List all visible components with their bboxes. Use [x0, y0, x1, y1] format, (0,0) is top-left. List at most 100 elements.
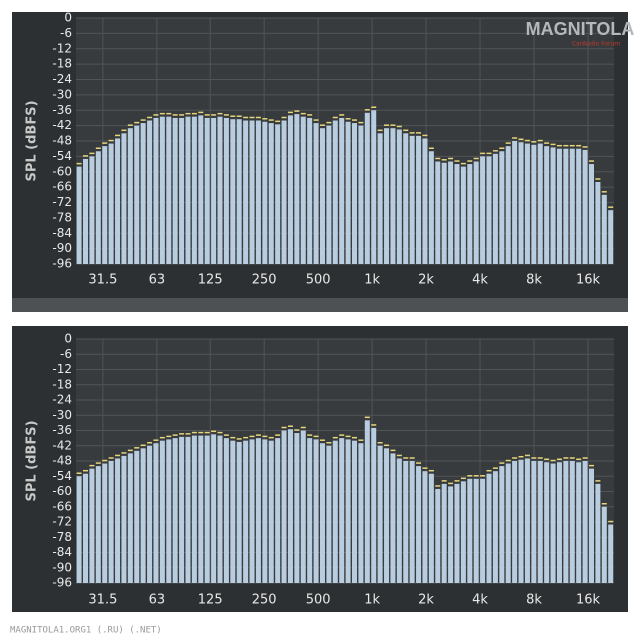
bar — [480, 156, 486, 264]
y-tick-label: -36 — [52, 103, 72, 117]
bar — [448, 486, 454, 583]
y-tick-label: -18 — [52, 377, 72, 391]
bar — [505, 146, 511, 264]
x-tick-label: 2k — [418, 273, 434, 288]
y-tick-label: -30 — [52, 87, 72, 101]
bar — [191, 435, 197, 583]
bar — [409, 461, 415, 583]
bar — [601, 194, 607, 264]
bar — [287, 429, 293, 583]
bar — [396, 129, 402, 264]
x-tick-label: 4k — [472, 273, 488, 288]
bar — [115, 458, 121, 583]
x-tick-label: 4k — [472, 593, 488, 608]
bar — [345, 121, 351, 264]
bar — [384, 448, 390, 583]
bar — [185, 116, 191, 264]
bar — [217, 435, 223, 583]
bar — [332, 120, 338, 264]
y-tick-label: -12 — [52, 362, 72, 376]
bar — [223, 438, 229, 583]
x-tick-label: 125 — [198, 273, 223, 288]
y-tick-label: -78 — [52, 210, 72, 224]
bar — [102, 463, 108, 583]
y-tick-label: -54 — [52, 469, 72, 483]
bar — [268, 440, 274, 583]
bar — [262, 439, 268, 583]
bar — [531, 144, 537, 264]
watermark: MAGNITOLA1.ORG1 (.RU) (.NET) — [10, 626, 162, 636]
y-tick-label: -84 — [52, 226, 72, 240]
bar — [492, 471, 498, 583]
bar — [262, 121, 268, 264]
bar — [89, 156, 95, 264]
y-tick-label: -24 — [52, 393, 72, 407]
bar — [140, 123, 146, 264]
bar — [236, 119, 242, 264]
bar — [576, 462, 582, 583]
bar — [255, 120, 261, 264]
y-tick-label: -96 — [52, 257, 72, 271]
bar — [428, 151, 434, 264]
bar — [499, 466, 505, 583]
bar — [518, 142, 524, 264]
bar — [352, 123, 358, 264]
bar — [454, 164, 460, 264]
bar — [339, 438, 345, 583]
bar — [473, 478, 479, 583]
y-tick-label: 0 — [64, 332, 72, 346]
bar — [326, 445, 332, 583]
bar — [313, 439, 319, 583]
bar — [358, 125, 364, 264]
bar — [352, 440, 358, 583]
x-tick-label: 1k — [364, 593, 380, 608]
x-tick-label: 2k — [418, 593, 434, 608]
bar — [326, 125, 332, 264]
y-tick-label: -90 — [52, 241, 72, 255]
y-tick-label: -6 — [60, 347, 72, 361]
bar — [460, 481, 466, 583]
bar — [159, 440, 165, 583]
bar — [89, 468, 95, 583]
bar — [204, 117, 210, 264]
bar — [435, 161, 441, 264]
bar — [512, 141, 518, 264]
bar — [204, 435, 210, 583]
bar — [563, 148, 569, 264]
bar — [569, 461, 575, 583]
bar — [556, 462, 562, 583]
bar — [319, 128, 325, 264]
bar — [191, 116, 197, 264]
bar — [172, 438, 178, 583]
y-tick-label: -90 — [52, 560, 72, 574]
bar — [486, 473, 492, 583]
bar — [345, 439, 351, 583]
bar — [275, 438, 281, 583]
bar — [524, 458, 530, 583]
bar — [390, 453, 396, 583]
bar — [198, 435, 204, 583]
x-tick-label: 125 — [198, 593, 223, 608]
bar — [377, 445, 383, 583]
bar — [454, 483, 460, 583]
y-tick-label: -30 — [52, 408, 72, 422]
bar — [416, 466, 422, 583]
y-tick-label: -42 — [52, 438, 72, 452]
bar — [134, 125, 140, 264]
y-tick-label: -72 — [52, 515, 72, 529]
bar — [544, 146, 550, 264]
bar — [108, 143, 114, 264]
bar — [505, 463, 511, 583]
y-tick-label: -48 — [52, 134, 72, 148]
bar — [275, 124, 281, 264]
bar — [556, 148, 562, 264]
bar — [95, 151, 101, 264]
bar — [537, 461, 543, 583]
y-tick-label: -12 — [52, 41, 72, 55]
bar — [422, 138, 428, 264]
bar — [428, 473, 434, 583]
bar — [300, 116, 306, 264]
bar — [390, 128, 396, 264]
bar — [403, 461, 409, 583]
